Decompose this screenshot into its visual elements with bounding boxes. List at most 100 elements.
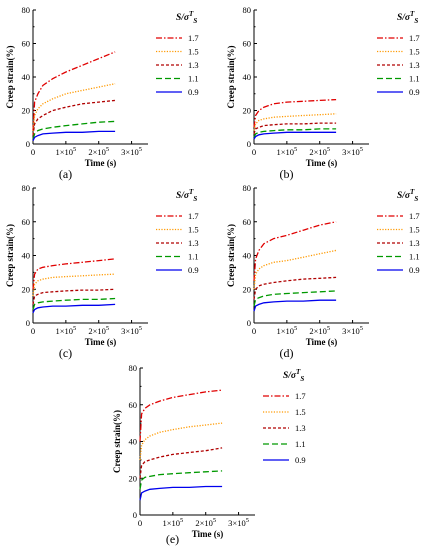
legend-label: 1.1 [188,74,199,84]
x-tick-label: 3×105 [228,517,249,528]
series-line-1-5 [253,249,337,290]
y-tick-label: 0 [247,139,251,149]
x-axis-label: Time (s) [306,337,338,347]
y-axis-label: Creep strain(%) [226,224,236,287]
series-line-1-1 [139,470,223,490]
legend-label: 0.9 [188,265,199,275]
x-tick-label: 3×105 [342,325,363,336]
x-tick-label: 2×105 [88,146,109,157]
legend-label: 1.3 [409,238,420,248]
legend-label: 1.3 [188,238,199,248]
series-line-1-3 [32,288,116,305]
y-tick-label: 60 [243,39,252,49]
series-line-1-7 [253,98,337,128]
x-tick-label: 0 [252,147,256,157]
y-tick-label: 0 [133,510,137,520]
series-line-0-9 [139,485,223,501]
series-line-1-1 [32,297,116,310]
y-tick-label: 20 [22,106,31,116]
x-axis-label: Time (s) [85,337,117,347]
y-tick-label: 20 [243,284,252,294]
y-tick-label: 40 [243,251,252,261]
x-tick-label: 3×105 [121,146,142,157]
legend-label: 1.1 [409,74,420,84]
legend-label: 1.5 [188,225,199,235]
y-tick-label: 40 [129,437,138,447]
x-tick-label: 3×105 [121,325,142,336]
legend-title: S/σTS [397,188,418,203]
y-axis-label: Creep strain(%) [112,410,122,473]
y-axis-label: Creep strain(%) [5,224,15,287]
series-line-1-3 [32,99,116,136]
series-line-1-1 [253,128,337,138]
series-line-1-7 [253,221,337,281]
x-tick-label: 0 [31,147,35,157]
x-axis-label: Time (s) [192,529,224,539]
legend-label: 1.7 [188,211,199,221]
legend-label: 1.3 [295,423,306,433]
legend-title: S/σTS [176,10,197,25]
x-axis-label: Time (s) [306,158,338,168]
y-tick-label: 0 [247,318,251,328]
y-tick-label: 20 [22,284,31,294]
y-tick-label: 60 [22,217,31,227]
series-line-0-9 [253,131,337,140]
x-tick-label: 0 [252,326,256,336]
y-tick-label: 20 [243,106,252,116]
y-tick-label: 80 [22,183,31,193]
y-tick-label: 80 [129,363,138,373]
x-tick-label: 0 [138,518,142,528]
y-tick-label: 20 [129,473,138,483]
legend-title: S/σTS [397,10,418,25]
series-line-0-9 [32,130,116,141]
series-line-1-5 [32,273,116,297]
x-axis-label: Time (s) [85,158,117,168]
series-line-1-7 [32,51,116,131]
x-tick-label: 1×105 [276,146,297,157]
chart-panel-c: 0 20 40 60 80 0 1×105 2×105 3×105 Time (s) Creep s… [5,183,199,360]
legend-label: 0.9 [295,455,306,465]
y-tick-label: 40 [22,72,31,82]
y-tick-label: 80 [243,183,252,193]
series-line-1-1 [253,290,337,307]
legend-label: 1.1 [295,439,306,449]
legend-label: 1.1 [188,252,199,262]
legend-label: 1.5 [295,407,306,417]
y-tick-label: 60 [22,39,31,49]
legend-label: 0.9 [188,87,199,97]
panel-letter: (e) [166,532,179,546]
panel-letter: (b) [280,167,294,181]
series-line-1-5 [32,83,116,134]
series-line-0-9 [253,299,337,312]
legend-title: S/σTS [283,368,304,383]
chart-panel-a: 0 20 40 60 80 0 1×105 2×105 3×105 Time (s) Creep s… [5,5,199,181]
legend-label: 1.5 [409,225,420,235]
x-tick-label: 1×105 [55,146,76,157]
y-tick-label: 40 [243,72,252,82]
series-line-1-7 [32,258,116,290]
x-tick-label: 1×105 [162,517,183,528]
x-tick-label: 2×105 [309,146,330,157]
y-tick-label: 0 [26,139,30,149]
y-tick-label: 0 [26,318,30,328]
legend-title: S/σTS [176,188,197,203]
panel-letter: (d) [280,346,294,360]
chart-panel-e: 0 20 40 60 80 0 1×105 2×105 3×105 Time (s) Creep s… [112,363,306,546]
legend-label: 1.3 [409,60,420,70]
chart-panel-d: 0 20 40 60 80 0 1×105 2×105 3×105 Time (s) Creep s… [226,183,420,360]
series-line-1-7 [139,389,223,442]
legend-label: 1.1 [409,252,420,262]
legend-label: 0.9 [409,87,420,97]
legend-label: 1.7 [409,33,420,43]
y-axis-label: Creep strain(%) [5,45,15,108]
x-tick-label: 2×105 [195,517,216,528]
series-line-1-1 [32,120,116,140]
x-tick-label: 1×105 [276,325,297,336]
legend-label: 1.3 [188,60,199,70]
legend-label: 0.9 [409,265,420,275]
series-line-0-9 [32,303,116,314]
chart-panel-b: 0 20 40 60 80 0 1×105 2×105 3×105 Time (s) Creep s… [226,5,420,181]
y-axis-label: Creep strain(%) [226,45,236,108]
legend-label: 1.7 [188,33,199,43]
